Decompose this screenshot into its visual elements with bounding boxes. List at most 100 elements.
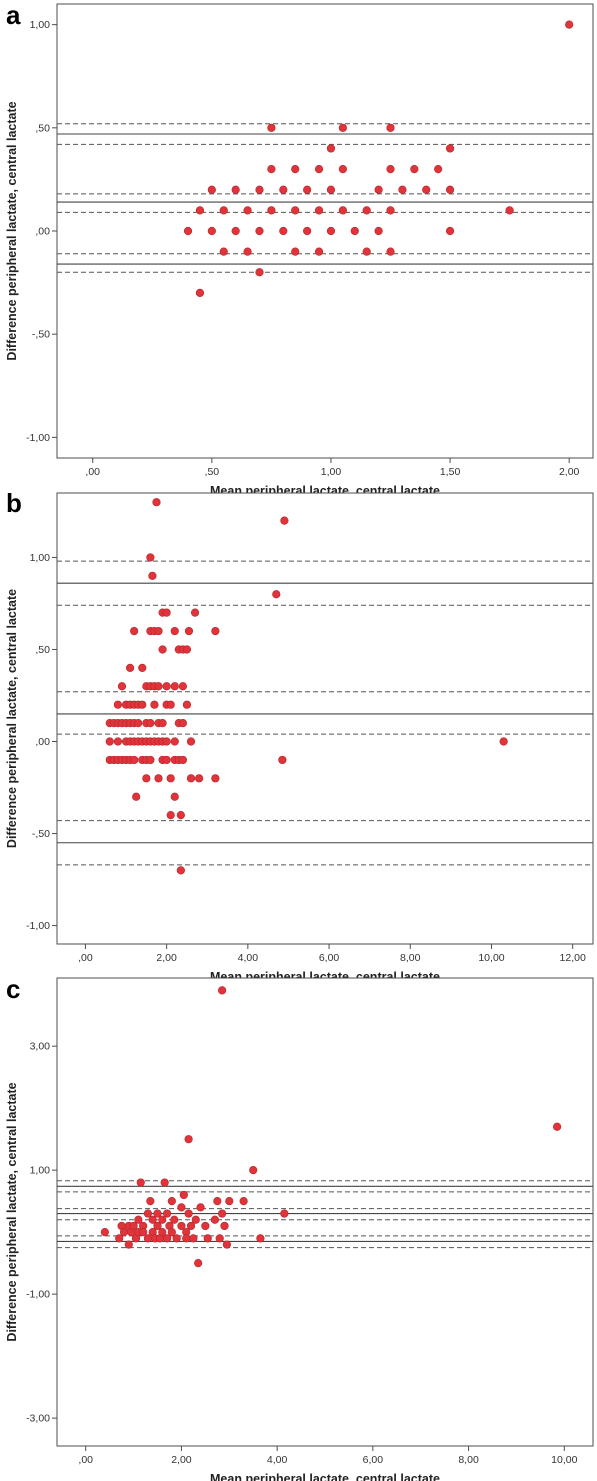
x-tick-label-a-2: 1,00 <box>321 466 342 478</box>
y-tick-label-c-2: 1,00 <box>30 1165 51 1177</box>
data-point-a-1 <box>195 206 205 215</box>
data-point-a-2 <box>195 288 205 298</box>
data-point-b-69 <box>170 626 179 636</box>
x-tick-label-b-2: 4,00 <box>238 952 259 964</box>
data-point-b-21 <box>130 626 139 636</box>
x-tick-label-c-4: 8,00 <box>458 1454 479 1466</box>
data-point-a-27 <box>326 144 336 153</box>
panel-a-letter: a <box>6 0 21 30</box>
data-point-b-57 <box>158 645 167 654</box>
data-point-b-28 <box>134 719 143 728</box>
data-point-c-5 <box>124 1240 133 1249</box>
data-point-b-62 <box>162 682 171 691</box>
data-point-c-52 <box>220 1221 229 1231</box>
data-point-b-31 <box>138 700 147 709</box>
y-tick-label-c-1: -1,00 <box>26 1289 50 1301</box>
y-tick-label-a-4: 1,00 <box>30 19 51 31</box>
panel-c-letter: c <box>6 974 21 1004</box>
data-point-c-23 <box>158 1215 167 1224</box>
data-point-a-23 <box>303 226 312 236</box>
data-point-a-39 <box>386 164 395 174</box>
y-tick-label-a-2: ,00 <box>35 226 50 238</box>
data-point-a-31 <box>338 164 347 174</box>
data-point-c-39 <box>184 1135 193 1144</box>
data-point-c-45 <box>201 1221 210 1231</box>
data-point-a-44 <box>422 185 431 194</box>
data-point-b-44 <box>146 755 155 765</box>
x-tick-label-c-1: 2,00 <box>171 1454 192 1466</box>
data-point-b-80 <box>178 719 187 728</box>
x-tick-label-c-3: 6,00 <box>363 1454 384 1466</box>
y-axis-title-b: Difference peripheral lactate, central l… <box>5 589 19 848</box>
data-point-c-56 <box>249 1166 258 1175</box>
y-tick-label-b-4: 1,00 <box>30 552 51 564</box>
data-point-a-50 <box>565 20 574 29</box>
data-point-b-30 <box>138 663 147 672</box>
x-tick-label-b-4: 8,00 <box>400 952 421 964</box>
data-point-c-57 <box>256 1234 265 1243</box>
data-point-c-1 <box>115 1234 124 1243</box>
data-point-b-38 <box>142 774 151 783</box>
data-point-c-44 <box>196 1203 205 1212</box>
data-point-c-27 <box>162 1234 172 1243</box>
data-point-a-35 <box>362 247 371 256</box>
data-point-a-7 <box>231 185 240 194</box>
data-point-b-5 <box>113 700 123 709</box>
data-point-b-91 <box>211 774 220 783</box>
data-point-b-39 <box>146 553 155 562</box>
data-point-b-55 <box>154 774 163 783</box>
data-point-c-50 <box>218 1209 227 1218</box>
data-point-c-40 <box>186 1221 196 1231</box>
y-axis-title-a: Difference peripheral lactate, central l… <box>5 101 19 360</box>
data-point-b-61 <box>162 608 171 617</box>
x-tick-label-b-6: 12,00 <box>560 952 586 964</box>
data-point-c-43 <box>194 1259 203 1268</box>
data-point-c-13 <box>139 1228 148 1237</box>
data-point-c-7 <box>129 1221 138 1231</box>
data-point-a-6 <box>219 247 228 256</box>
y-tick-label-b-2: ,00 <box>35 736 50 748</box>
data-point-a-40 <box>386 206 395 215</box>
y-tick-label-c-0: -3,00 <box>26 1413 50 1425</box>
data-point-c-0 <box>100 1228 109 1237</box>
x-tick-label-a-1: ,50 <box>205 466 220 478</box>
data-point-a-25 <box>314 206 324 215</box>
y-tick-label-b-0: -1,00 <box>26 920 50 932</box>
data-point-b-70 <box>170 682 179 691</box>
data-point-c-49 <box>215 1234 224 1243</box>
data-point-b-67 <box>166 774 175 783</box>
data-point-a-8 <box>231 226 240 236</box>
data-point-a-17 <box>279 185 288 194</box>
data-point-c-17 <box>148 1215 157 1224</box>
data-point-a-37 <box>374 226 383 236</box>
data-point-b-64 <box>162 737 171 746</box>
data-point-b-1 <box>105 737 114 746</box>
data-point-b-88 <box>190 608 200 617</box>
data-point-a-28 <box>326 185 336 194</box>
data-point-b-51 <box>154 626 163 636</box>
data-point-c-51 <box>218 986 227 995</box>
data-point-c-37 <box>182 1234 191 1243</box>
y-axis-title-c: Difference peripheral lactate, central l… <box>5 1082 19 1341</box>
data-point-b-93 <box>278 755 287 765</box>
data-point-c-29 <box>167 1197 176 1206</box>
data-point-b-89 <box>195 774 204 783</box>
data-point-a-34 <box>362 206 371 215</box>
data-point-a-32 <box>338 206 347 215</box>
data-point-b-86 <box>186 737 196 746</box>
y-tick-label-a-3: ,50 <box>35 122 50 134</box>
data-point-a-49 <box>505 206 514 215</box>
data-point-a-48 <box>445 226 455 236</box>
data-point-b-90 <box>211 626 220 636</box>
data-point-a-21 <box>291 247 300 256</box>
data-point-c-58 <box>280 1209 289 1218</box>
data-point-b-79 <box>178 682 187 691</box>
data-point-b-26 <box>132 792 141 801</box>
data-point-b-73 <box>170 792 179 801</box>
y-tick-label-a-1: -,50 <box>32 329 50 341</box>
x-tick-label-a-3: 1,50 <box>440 466 461 478</box>
data-point-c-20 <box>153 1209 162 1218</box>
y-tick-label-b-3: ,50 <box>35 644 50 656</box>
data-point-a-13 <box>255 268 264 277</box>
data-point-b-68 <box>166 811 175 820</box>
